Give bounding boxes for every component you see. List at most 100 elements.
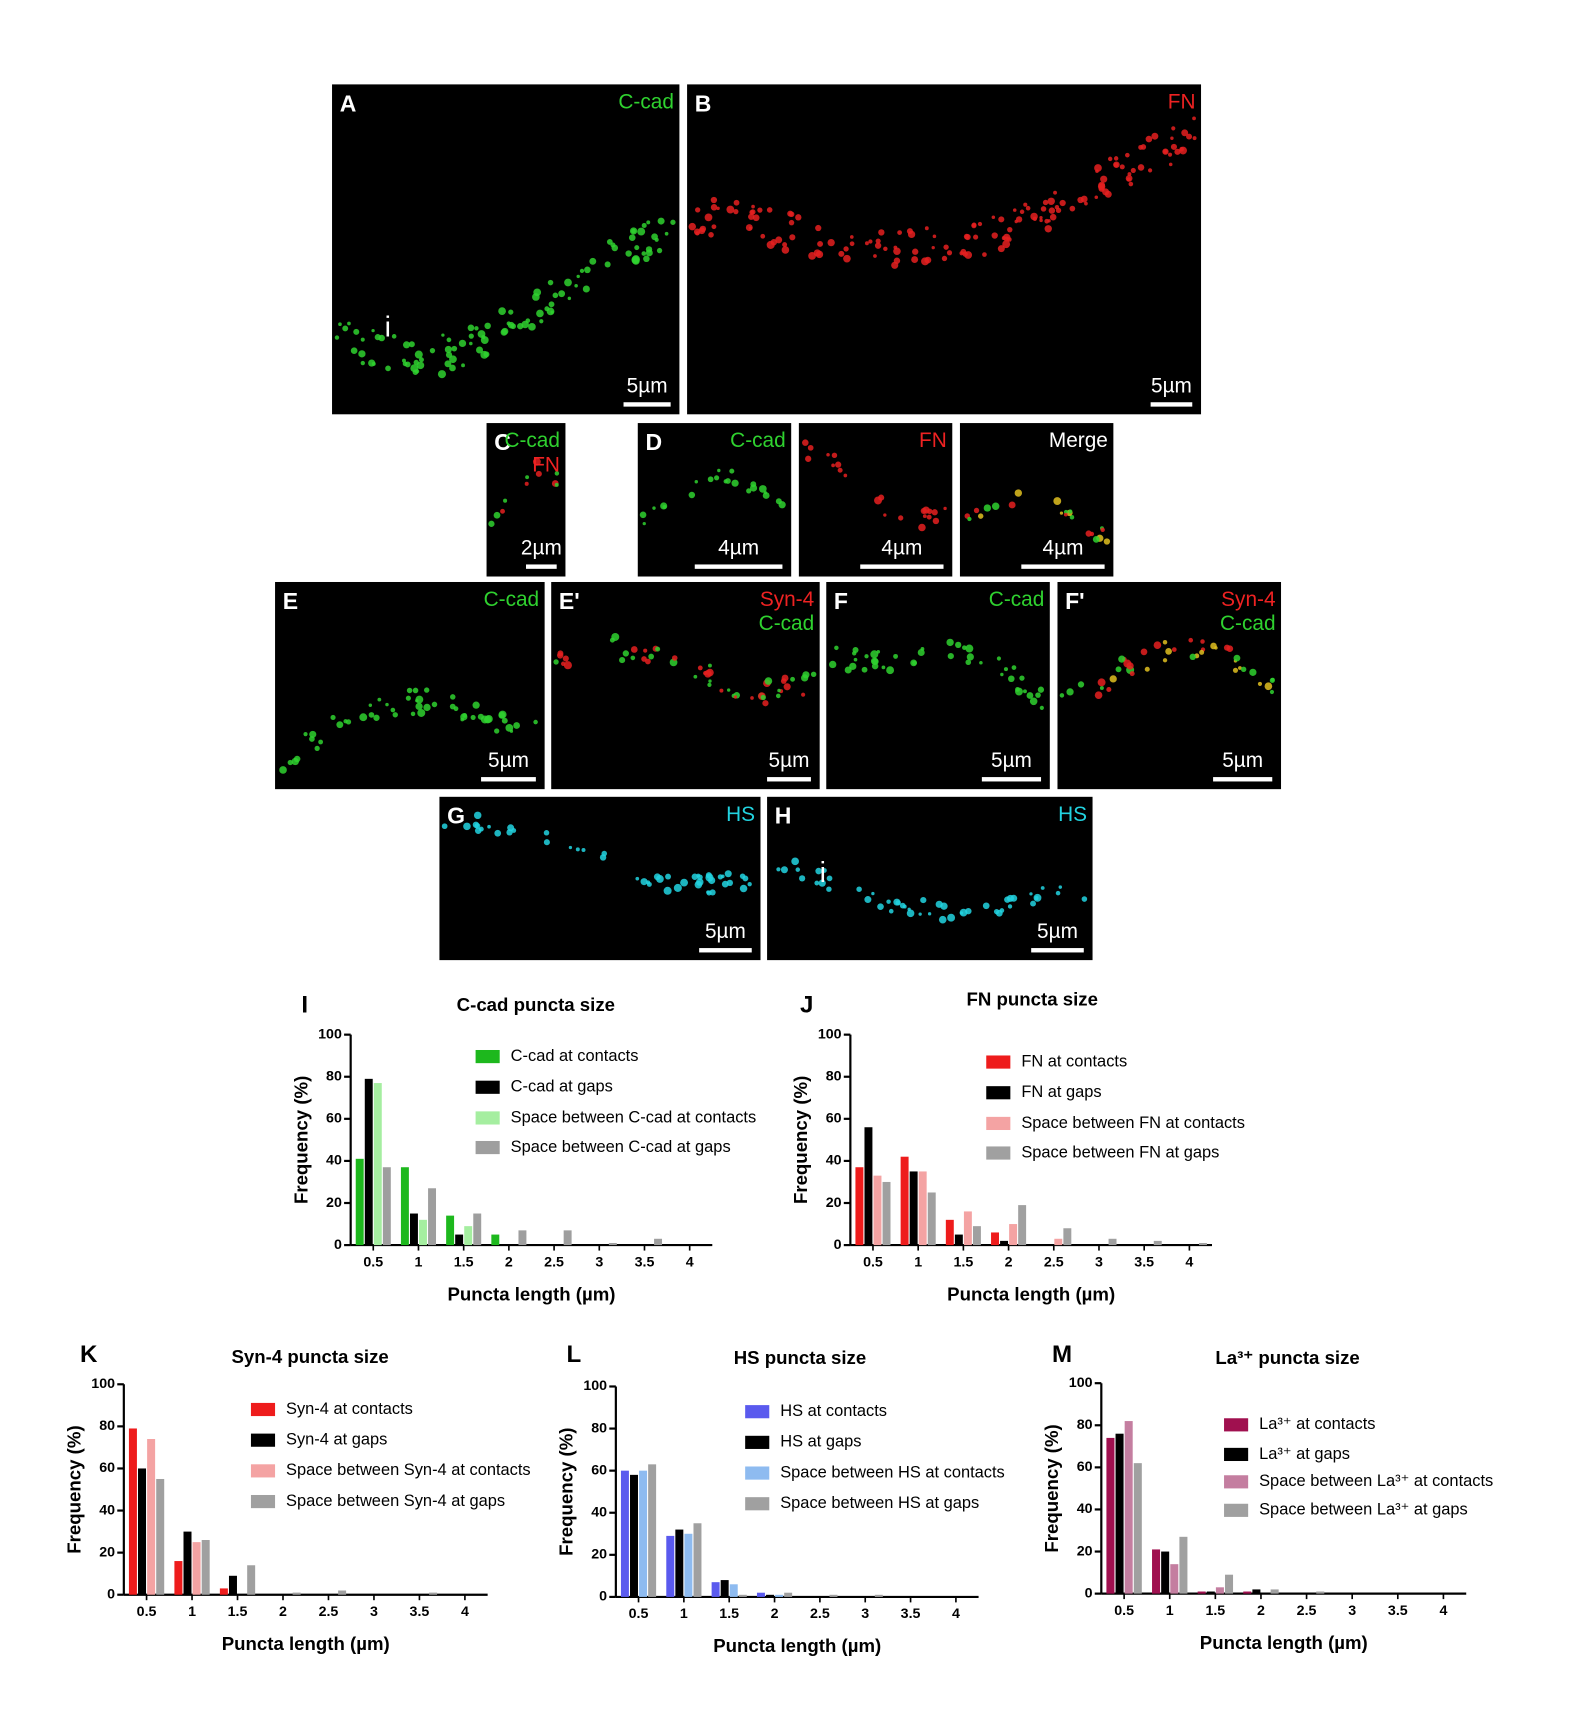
punctum: [533, 719, 538, 725]
punctum: [973, 234, 979, 240]
x-tick-label: 3.5: [410, 1604, 430, 1620]
punctum: [977, 513, 984, 519]
bar: [1153, 1240, 1162, 1246]
punctum: [1238, 666, 1242, 670]
punctum: [932, 234, 937, 239]
punctum: [873, 254, 877, 258]
punctum: [801, 692, 806, 697]
punctum: [334, 335, 340, 340]
punctum: [648, 653, 655, 660]
punctum: [402, 361, 408, 367]
punctum: [472, 821, 480, 828]
punctum: [893, 247, 901, 255]
punctum: [500, 328, 508, 336]
legend-swatch: [1224, 1475, 1249, 1489]
punctum: [843, 254, 851, 263]
punctum: [1047, 219, 1051, 223]
legend-label: Space between La³⁺ at gaps: [1259, 1501, 1468, 1519]
punctum: [579, 268, 585, 273]
punctum: [368, 712, 375, 718]
punctum: [849, 235, 854, 239]
punctum: [1077, 681, 1085, 688]
punctum: [849, 241, 855, 247]
punctum: [802, 439, 809, 446]
x-tick-label: 2: [1005, 1254, 1013, 1270]
punctum: [815, 250, 824, 259]
punctum: [837, 467, 843, 473]
bar: [355, 1158, 364, 1246]
punctum: [878, 494, 885, 501]
punctum: [888, 908, 894, 914]
punctum: [558, 290, 566, 298]
bar: [1316, 1591, 1325, 1594]
legend-label: HS at contacts: [780, 1402, 887, 1420]
punctum: [611, 244, 619, 252]
punctum: [646, 220, 651, 225]
legend-label: Space between C-cad at contacts: [511, 1108, 757, 1126]
punctum: [977, 221, 983, 227]
bar: [654, 1238, 663, 1246]
bar: [338, 1590, 347, 1595]
punctum: [694, 880, 703, 889]
panel-letter: E: [283, 588, 298, 614]
punctum: [695, 207, 701, 213]
punctum: [1055, 890, 1061, 896]
punctum: [1040, 886, 1045, 890]
scale-label: 5µm: [991, 749, 1032, 772]
micrograph: [767, 796, 1093, 961]
legend-label: FN at contacts: [1021, 1052, 1127, 1070]
punctum: [1189, 653, 1196, 661]
punctum: [314, 745, 320, 751]
bar: [874, 1594, 883, 1597]
y-axis-label: Frequency (%): [556, 1428, 577, 1556]
punctum: [631, 255, 640, 264]
punctum: [656, 875, 664, 883]
punctum: [918, 523, 926, 532]
punctum: [717, 874, 723, 880]
punctum: [360, 360, 365, 366]
punctum: [473, 811, 482, 820]
punctum: [1188, 637, 1194, 643]
punctum: [998, 216, 1005, 223]
punctum: [641, 222, 647, 228]
bar: [1115, 1433, 1124, 1594]
punctum: [1181, 129, 1189, 137]
legend-swatch: [475, 1111, 500, 1125]
punctum: [831, 463, 835, 468]
punctum: [838, 250, 845, 257]
punctum: [444, 345, 452, 354]
punctum: [1179, 146, 1187, 155]
punctum: [508, 309, 514, 315]
bar: [364, 1078, 373, 1246]
punctum: [567, 296, 572, 301]
punctum: [966, 653, 974, 661]
punctum: [1032, 216, 1038, 221]
punctum: [742, 875, 749, 882]
channel-label: HS: [726, 803, 755, 826]
y-axis-label: Frequency (%): [790, 1076, 811, 1204]
punctum: [870, 650, 879, 659]
punctum: [749, 484, 758, 492]
legend-swatch: [1224, 1418, 1249, 1432]
x-tick-label: 1.5: [1205, 1603, 1225, 1619]
punctum: [911, 256, 919, 264]
punctum: [729, 468, 735, 474]
punctum: [982, 252, 987, 257]
punctum: [568, 845, 573, 850]
punctum: [1034, 896, 1039, 901]
punctum: [1044, 225, 1052, 233]
punctum: [535, 470, 542, 477]
punctum: [449, 364, 456, 372]
punctum: [656, 247, 663, 254]
bar: [138, 1468, 147, 1595]
punctum: [946, 638, 954, 647]
punctum: [293, 755, 301, 763]
punctum: [606, 239, 613, 245]
punctum: [525, 475, 530, 480]
x-tick-label: 2: [279, 1604, 287, 1620]
punctum: [1257, 681, 1263, 686]
legend-label: La³⁺ at contacts: [1259, 1415, 1375, 1433]
x-tick-label: 3: [370, 1604, 378, 1620]
scale-bar: [860, 564, 944, 569]
punctum: [1084, 201, 1088, 206]
